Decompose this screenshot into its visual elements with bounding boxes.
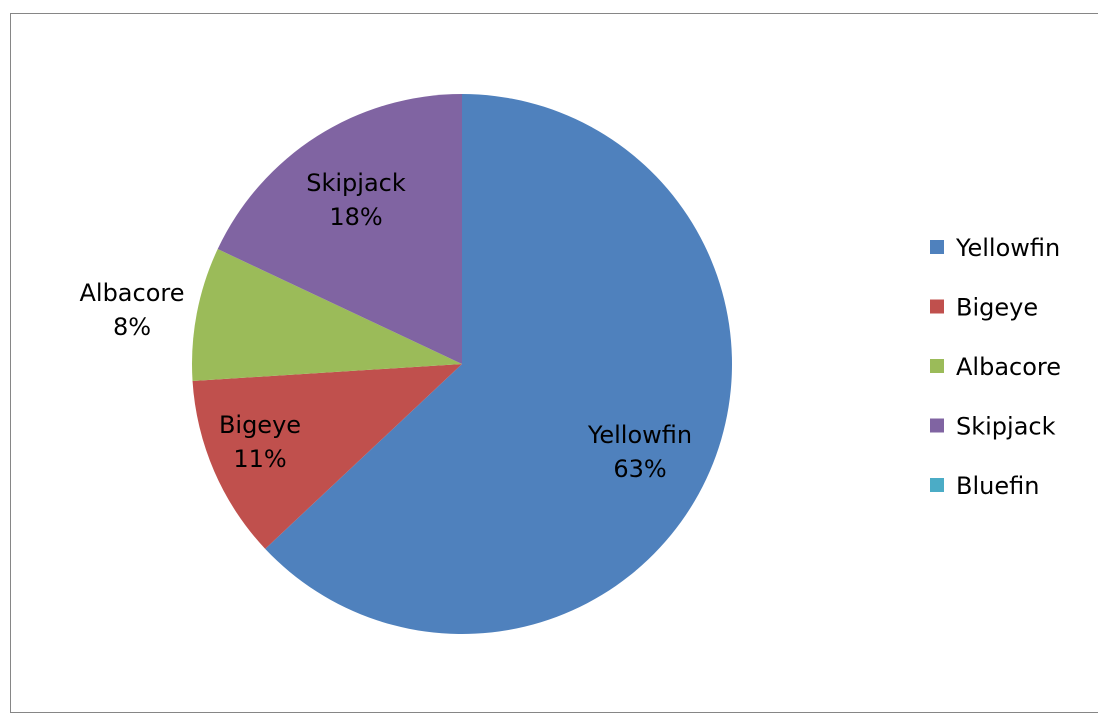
legend-label-skipjack: Skipjack [956, 413, 1056, 441]
legend-swatch-skipjack [930, 418, 944, 433]
data-label-percent-albacore: 8% [113, 313, 151, 341]
data-label-percent-skipjack: 18% [329, 203, 382, 231]
pie-slice-yellowfin [265, 94, 732, 634]
legend-label-albacore: Albacore [956, 353, 1061, 381]
pie-slice-skipjack [217, 94, 462, 364]
legend: Yellowfin Bigeye Albacore Skipjack Bluefin [930, 234, 1061, 500]
data-label-name-bigeye: Bigeye [219, 411, 301, 439]
pie-slices [191, 94, 732, 634]
data-label-percent-bigeye: 11% [233, 445, 286, 473]
pie-slice-albacore [191, 249, 462, 381]
data-label-name-skipjack: Skipjack [306, 169, 406, 197]
legend-swatch-yellowfin [930, 240, 944, 254]
legend-label-bigeye: Bigeye [956, 294, 1038, 322]
legend-label-bluefin: Bluefin [956, 472, 1039, 500]
pie-slice-bigeye [192, 364, 462, 549]
data-label-percent-yellowfin: 63% [613, 455, 666, 483]
data-label-name-yellowfin: Yellowfin [587, 421, 692, 449]
data-label-name-albacore: Albacore [79, 279, 184, 307]
legend-swatch-bluefin [930, 478, 944, 492]
data-labels: Yellowfin 63% Bigeye 11% Albacore 8% Skipjack 1… [79, 169, 692, 483]
legend-swatch-albacore [930, 359, 944, 373]
legend-swatch-bigeye [930, 299, 944, 314]
legend-label-yellowfin: Yellowfin [955, 234, 1060, 262]
